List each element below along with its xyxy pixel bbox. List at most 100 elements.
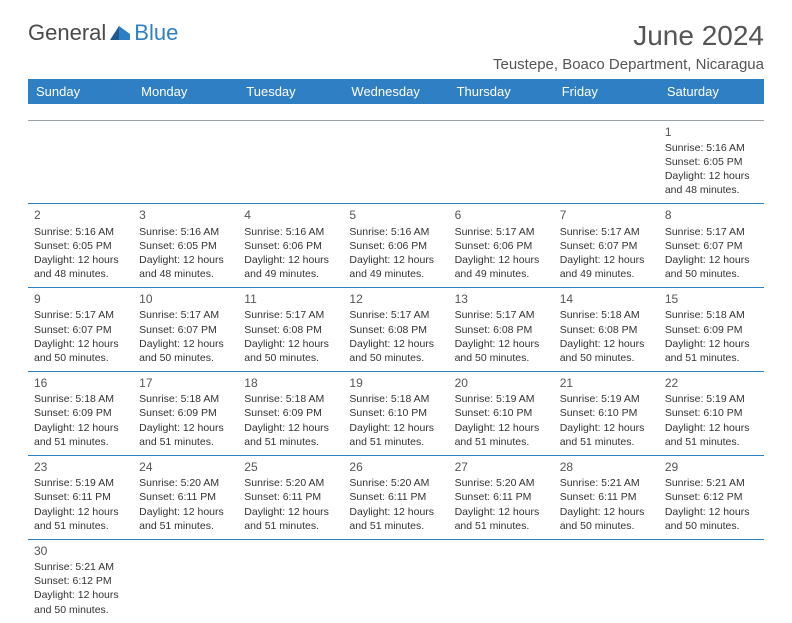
day-number: 20 xyxy=(455,375,548,391)
day-cell xyxy=(343,120,448,204)
daylight-text: and 51 minutes. xyxy=(455,435,548,449)
daylight-text: and 50 minutes. xyxy=(455,351,548,365)
day-cell: 8Sunrise: 5:17 AMSunset: 6:07 PMDaylight… xyxy=(659,204,764,288)
day-cell: 22Sunrise: 5:19 AMSunset: 6:10 PMDayligh… xyxy=(659,372,764,456)
day-number: 19 xyxy=(349,375,442,391)
daylight-text: and 51 minutes. xyxy=(455,519,548,533)
sunset-text: Sunset: 6:11 PM xyxy=(560,490,653,504)
daylight-text: Daylight: 12 hours xyxy=(244,421,337,435)
week-row: 9Sunrise: 5:17 AMSunset: 6:07 PMDaylight… xyxy=(28,288,764,372)
sunset-text: Sunset: 6:09 PM xyxy=(34,406,127,420)
daylight-text: and 49 minutes. xyxy=(455,267,548,281)
sunset-text: Sunset: 6:11 PM xyxy=(244,490,337,504)
week-row: 2Sunrise: 5:16 AMSunset: 6:05 PMDaylight… xyxy=(28,204,764,288)
sunset-text: Sunset: 6:10 PM xyxy=(349,406,442,420)
daylight-text: Daylight: 12 hours xyxy=(665,337,758,351)
sunrise-text: Sunrise: 5:18 AM xyxy=(34,392,127,406)
day-cell: 15Sunrise: 5:18 AMSunset: 6:09 PMDayligh… xyxy=(659,288,764,372)
day-cell: 17Sunrise: 5:18 AMSunset: 6:09 PMDayligh… xyxy=(133,372,238,456)
daylight-text: and 50 minutes. xyxy=(560,519,653,533)
sunrise-text: Sunrise: 5:16 AM xyxy=(34,225,127,239)
day-cell: 28Sunrise: 5:21 AMSunset: 6:11 PMDayligh… xyxy=(554,456,659,540)
daylight-text: and 49 minutes. xyxy=(349,267,442,281)
day-header: Saturday xyxy=(659,79,764,104)
daylight-text: Daylight: 12 hours xyxy=(665,505,758,519)
day-cell xyxy=(554,120,659,204)
day-cell: 14Sunrise: 5:18 AMSunset: 6:08 PMDayligh… xyxy=(554,288,659,372)
day-cell xyxy=(449,539,554,622)
day-cell: 25Sunrise: 5:20 AMSunset: 6:11 PMDayligh… xyxy=(238,456,343,540)
day-cell: 19Sunrise: 5:18 AMSunset: 6:10 PMDayligh… xyxy=(343,372,448,456)
sunset-text: Sunset: 6:08 PM xyxy=(455,323,548,337)
daylight-text: Daylight: 12 hours xyxy=(560,505,653,519)
sunrise-text: Sunrise: 5:17 AM xyxy=(349,308,442,322)
daylight-text: and 50 minutes. xyxy=(34,351,127,365)
logo-text-blue: Blue xyxy=(134,20,178,46)
day-header: Friday xyxy=(554,79,659,104)
day-number: 11 xyxy=(244,291,337,307)
day-header: Wednesday xyxy=(343,79,448,104)
day-cell: 7Sunrise: 5:17 AMSunset: 6:07 PMDaylight… xyxy=(554,204,659,288)
day-number: 24 xyxy=(139,459,232,475)
logo: General Blue xyxy=(28,20,178,46)
day-number: 21 xyxy=(560,375,653,391)
week-row: 16Sunrise: 5:18 AMSunset: 6:09 PMDayligh… xyxy=(28,372,764,456)
day-number: 12 xyxy=(349,291,442,307)
day-cell: 16Sunrise: 5:18 AMSunset: 6:09 PMDayligh… xyxy=(28,372,133,456)
daylight-text: Daylight: 12 hours xyxy=(560,253,653,267)
sunset-text: Sunset: 6:12 PM xyxy=(34,574,127,588)
daylight-text: and 50 minutes. xyxy=(34,603,127,617)
sunrise-text: Sunrise: 5:17 AM xyxy=(455,308,548,322)
daylight-text: and 51 minutes. xyxy=(560,435,653,449)
daylight-text: Daylight: 12 hours xyxy=(139,421,232,435)
day-cell: 6Sunrise: 5:17 AMSunset: 6:06 PMDaylight… xyxy=(449,204,554,288)
sunrise-text: Sunrise: 5:17 AM xyxy=(455,225,548,239)
daylight-text: and 51 minutes. xyxy=(139,519,232,533)
day-number: 13 xyxy=(455,291,548,307)
day-number: 18 xyxy=(244,375,337,391)
sunset-text: Sunset: 6:08 PM xyxy=(560,323,653,337)
logo-text-general: General xyxy=(28,20,106,46)
sunrise-text: Sunrise: 5:18 AM xyxy=(560,308,653,322)
day-cell xyxy=(449,120,554,204)
day-cell: 30Sunrise: 5:21 AMSunset: 6:12 PMDayligh… xyxy=(28,539,133,622)
sunset-text: Sunset: 6:09 PM xyxy=(139,406,232,420)
day-number: 10 xyxy=(139,291,232,307)
day-number: 14 xyxy=(560,291,653,307)
day-number: 27 xyxy=(455,459,548,475)
daylight-text: and 51 minutes. xyxy=(244,519,337,533)
day-number: 2 xyxy=(34,207,127,223)
daylight-text: and 51 minutes. xyxy=(244,435,337,449)
day-number: 30 xyxy=(34,543,127,559)
page-title: June 2024 xyxy=(493,20,764,52)
daylight-text: and 51 minutes. xyxy=(34,435,127,449)
daylight-text: Daylight: 12 hours xyxy=(349,421,442,435)
sunset-text: Sunset: 6:05 PM xyxy=(665,155,758,169)
daylight-text: and 50 minutes. xyxy=(349,351,442,365)
day-cell xyxy=(133,120,238,204)
day-number: 26 xyxy=(349,459,442,475)
sunrise-text: Sunrise: 5:20 AM xyxy=(244,476,337,490)
header: General Blue June 2024 Teustepe, Boaco D… xyxy=(28,20,764,73)
sunrise-text: Sunrise: 5:20 AM xyxy=(349,476,442,490)
sunrise-text: Sunrise: 5:19 AM xyxy=(455,392,548,406)
daylight-text: and 48 minutes. xyxy=(139,267,232,281)
day-cell xyxy=(238,539,343,622)
daylight-text: and 51 minutes. xyxy=(665,351,758,365)
daylight-text: and 50 minutes. xyxy=(560,351,653,365)
daylight-text: Daylight: 12 hours xyxy=(244,253,337,267)
sunrise-text: Sunrise: 5:20 AM xyxy=(455,476,548,490)
day-number: 22 xyxy=(665,375,758,391)
sunrise-text: Sunrise: 5:17 AM xyxy=(244,308,337,322)
sunrise-text: Sunrise: 5:21 AM xyxy=(560,476,653,490)
location-text: Teustepe, Boaco Department, Nicaragua xyxy=(493,56,764,73)
daylight-text: Daylight: 12 hours xyxy=(665,421,758,435)
day-cell: 13Sunrise: 5:17 AMSunset: 6:08 PMDayligh… xyxy=(449,288,554,372)
sunrise-text: Sunrise: 5:18 AM xyxy=(349,392,442,406)
daylight-text: and 50 minutes. xyxy=(665,519,758,533)
day-cell xyxy=(554,539,659,622)
daylight-text: and 51 minutes. xyxy=(139,435,232,449)
daylight-text: and 49 minutes. xyxy=(560,267,653,281)
daylight-text: Daylight: 12 hours xyxy=(665,253,758,267)
daylight-text: Daylight: 12 hours xyxy=(349,337,442,351)
